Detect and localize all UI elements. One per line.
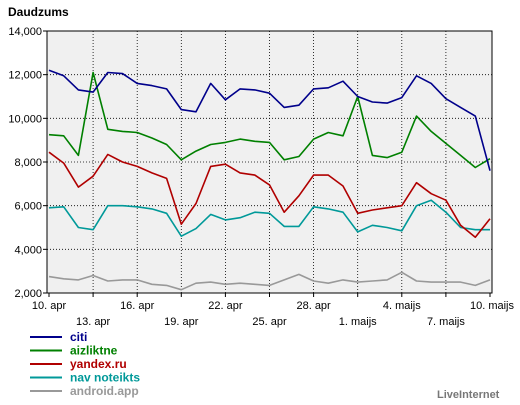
y-tick-label: 4,000 bbox=[14, 244, 42, 256]
y-tick-label: 12,000 bbox=[8, 70, 42, 82]
series-line-android-app bbox=[48, 271, 491, 291]
legend-label: citi bbox=[70, 330, 87, 344]
legend-label: yandex.ru bbox=[70, 357, 127, 371]
y-tick-label: 10,000 bbox=[8, 113, 42, 125]
legend-label: android.app bbox=[70, 384, 139, 398]
x-tick-label: 25. apr bbox=[252, 316, 287, 328]
x-tick-label: 4. maijs bbox=[383, 300, 421, 312]
y-axis-title: Daudzums bbox=[8, 5, 69, 19]
series-line-yandex-ru bbox=[48, 151, 491, 239]
y-tick-label: 8,000 bbox=[14, 157, 42, 169]
series-line-citi bbox=[48, 69, 491, 171]
legend-label: aizliktne bbox=[70, 344, 118, 358]
x-tick-label: 10. apr bbox=[32, 300, 67, 312]
liveinternet-credit: LiveInternet bbox=[437, 389, 500, 401]
x-axis: 10. apr 16. apr 22. apr 28. apr 4. maijs 10. … bbox=[32, 293, 515, 328]
grid bbox=[47, 31, 492, 293]
y-axis: 2,000 4,000 6,000 8,000 10,000 12,000 14,000 bbox=[8, 26, 47, 300]
y-tick-label: 6,000 bbox=[14, 201, 42, 213]
legend-label: nav noteikts bbox=[70, 371, 140, 385]
x-tick-label: 28. apr bbox=[296, 300, 331, 312]
x-tick-label: 13. apr bbox=[76, 316, 111, 328]
x-tick-label: 10. maijs bbox=[470, 300, 515, 312]
series-group bbox=[48, 69, 491, 291]
x-tick-label: 7. maijs bbox=[427, 316, 465, 328]
x-tick-label: 19. apr bbox=[164, 316, 199, 328]
x-tick-label: 16. apr bbox=[120, 300, 155, 312]
series-line-aizliktne bbox=[48, 71, 491, 169]
y-tick-label: 2,000 bbox=[14, 288, 42, 300]
x-tick-label: 1. maijs bbox=[339, 316, 377, 328]
series-line-nav-noteikts bbox=[48, 199, 490, 237]
x-tick-label: 22. apr bbox=[208, 300, 243, 312]
y-tick-label: 14,000 bbox=[8, 26, 42, 38]
